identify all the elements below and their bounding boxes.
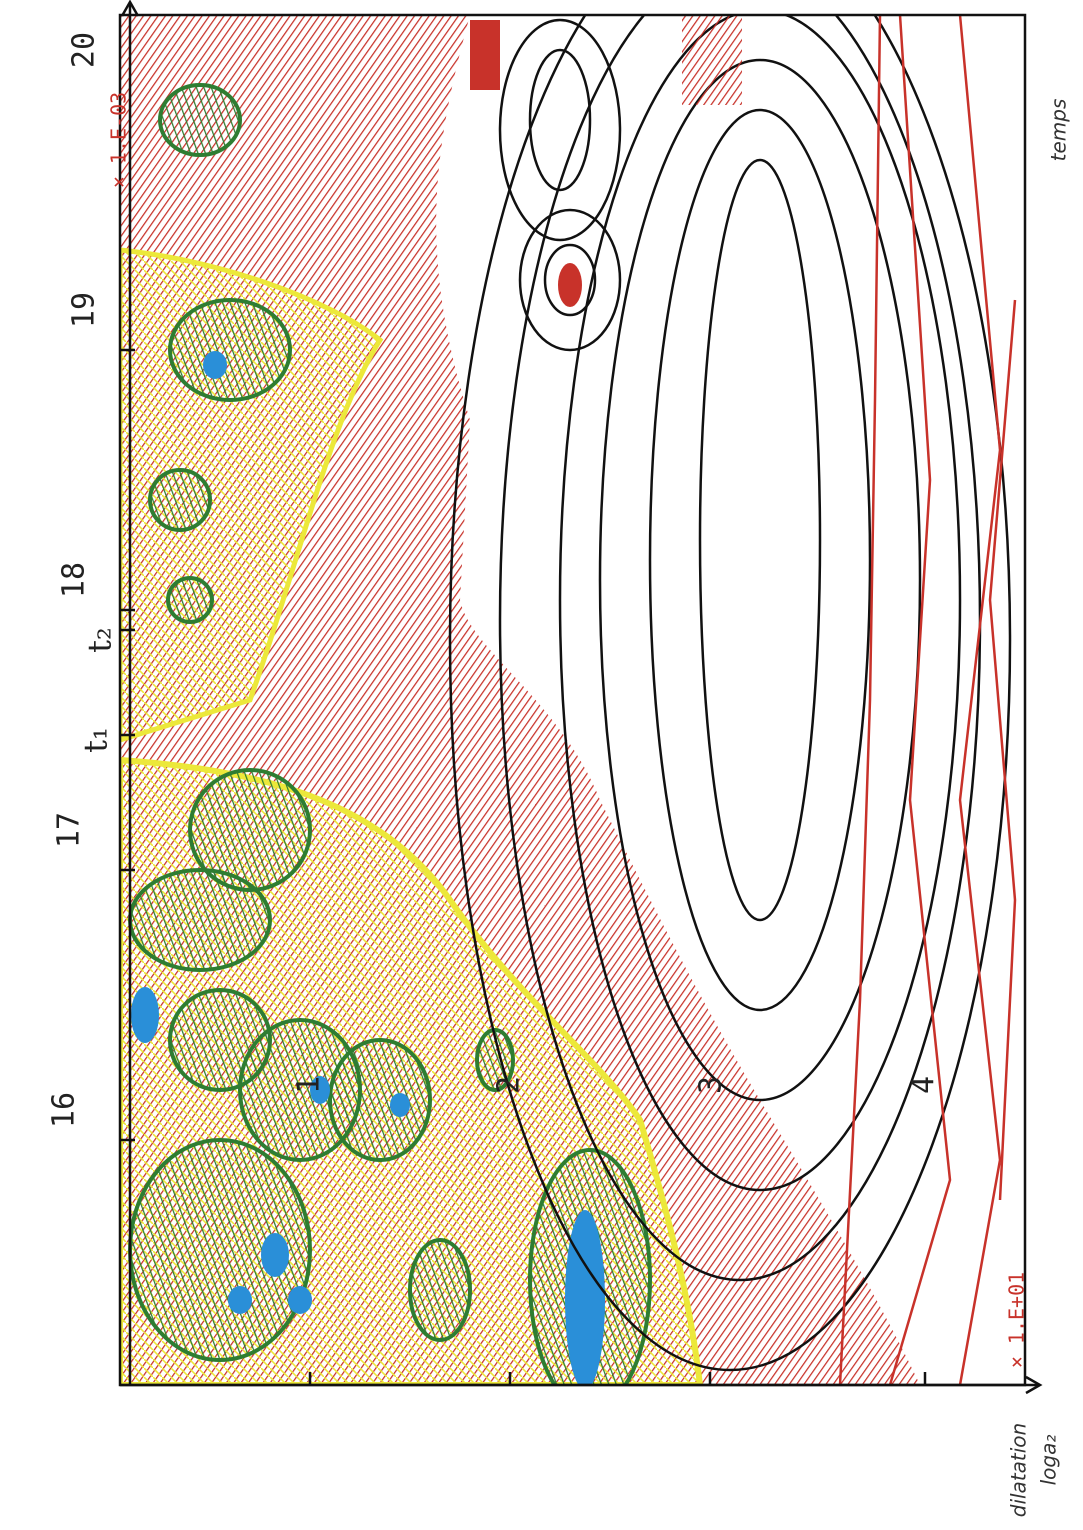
arrow-head bbox=[120, 0, 140, 17]
time-axis-label: temps bbox=[1047, 99, 1071, 162]
dilatation-tick-label: 1 bbox=[292, 1076, 327, 1094]
time-tick-label: 16 bbox=[47, 1092, 82, 1128]
red-band bbox=[682, 15, 742, 105]
time-tick-label: 19 bbox=[67, 292, 102, 328]
arrow-head bbox=[1025, 1375, 1043, 1395]
dilatation-axis-sublabel: loga₂ bbox=[1037, 1435, 1061, 1486]
dilatation-scale-note: × 1.E+01 bbox=[1005, 1272, 1029, 1368]
black-contours bbox=[448, 15, 1012, 1372]
time-tick-label: 17 bbox=[52, 812, 87, 848]
time-scale-note: × 1.E-03 bbox=[107, 92, 131, 188]
time-tick-label: 18 bbox=[57, 562, 92, 598]
red-spot bbox=[470, 20, 500, 90]
dilatation-tick-label: 4 bbox=[907, 1076, 942, 1094]
time-tick-label: 20 bbox=[67, 32, 102, 68]
dilatation-axis-label: dilatation bbox=[1007, 1423, 1031, 1517]
tick-marks bbox=[120, 348, 927, 1385]
green-islands bbox=[128, 83, 652, 1385]
time-marker: t₂ bbox=[81, 627, 119, 653]
red-contours bbox=[838, 15, 1017, 1385]
dilatation-tick-label: 3 bbox=[694, 1076, 729, 1094]
dilatation-tick-label: 2 bbox=[492, 1076, 527, 1094]
blue-cores bbox=[131, 351, 605, 1385]
time-marker: t₁ bbox=[77, 727, 115, 753]
contour-field bbox=[120, 15, 1017, 1385]
red-spot bbox=[558, 263, 582, 307]
